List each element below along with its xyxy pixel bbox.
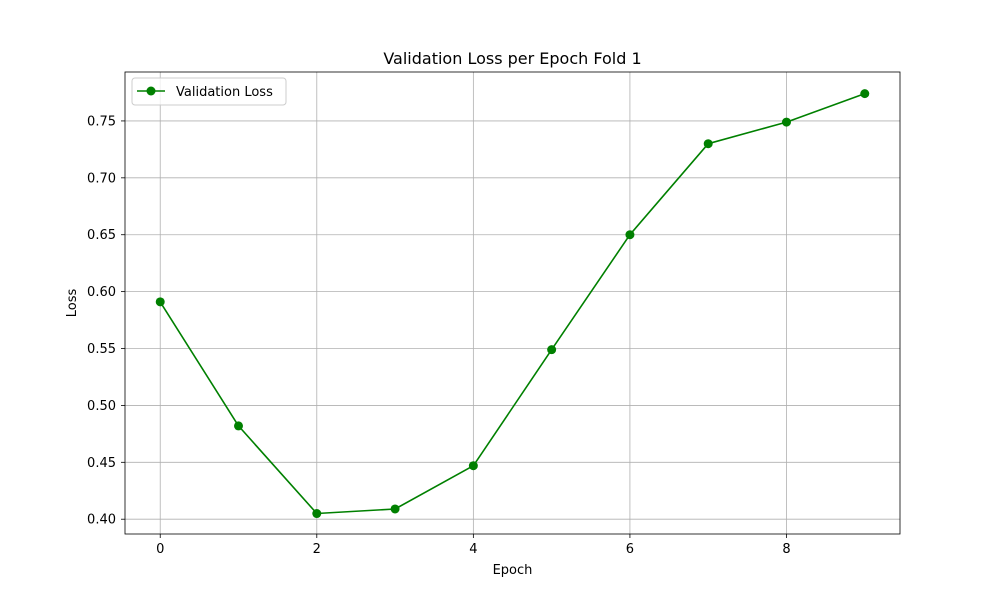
y-tick-label: 0.65 (87, 228, 116, 243)
y-tick-label: 0.70 (87, 171, 116, 186)
x-tick-label: 6 (626, 542, 634, 557)
chart-title: Validation Loss per Epoch Fold 1 (383, 49, 641, 68)
y-tick-label: 0.60 (87, 285, 116, 300)
y-tick-label: 0.75 (87, 114, 116, 129)
axes: 0 2 4 6 8 0.40 0.45 0.50 0.55 0.60 0.65 0.70 0.75 (87, 71, 901, 557)
series-line (159, 92, 866, 515)
legend-marker-swatch (146, 86, 156, 96)
data-point (234, 421, 244, 431)
data-point (155, 297, 165, 307)
x-tick-label: 0 (156, 542, 164, 557)
y-axis-label: Loss (65, 289, 80, 318)
data-point (860, 89, 870, 99)
data-point (312, 509, 322, 519)
y-tick-label: 0.45 (87, 456, 116, 471)
y-tick-label: 0.40 (87, 513, 116, 528)
data-point (781, 117, 791, 127)
x-tick-label: 4 (469, 542, 477, 557)
data-point (468, 461, 478, 471)
series-layer (155, 89, 870, 519)
x-tick-label: 8 (782, 542, 790, 557)
plot-frame (124, 71, 901, 535)
legend-label: Validation Loss (176, 85, 273, 100)
data-point (703, 139, 713, 149)
grid-lines (125, 72, 900, 534)
x-axis-label: Epoch (493, 563, 533, 578)
x-tick-label: 2 (313, 542, 321, 557)
y-tick-label: 0.50 (87, 399, 116, 414)
data-point (625, 230, 635, 240)
legend: Validation Loss (131, 77, 287, 106)
data-point (547, 345, 557, 355)
data-point (390, 504, 400, 514)
legend-box (131, 77, 287, 106)
y-tick-label: 0.55 (87, 342, 116, 357)
